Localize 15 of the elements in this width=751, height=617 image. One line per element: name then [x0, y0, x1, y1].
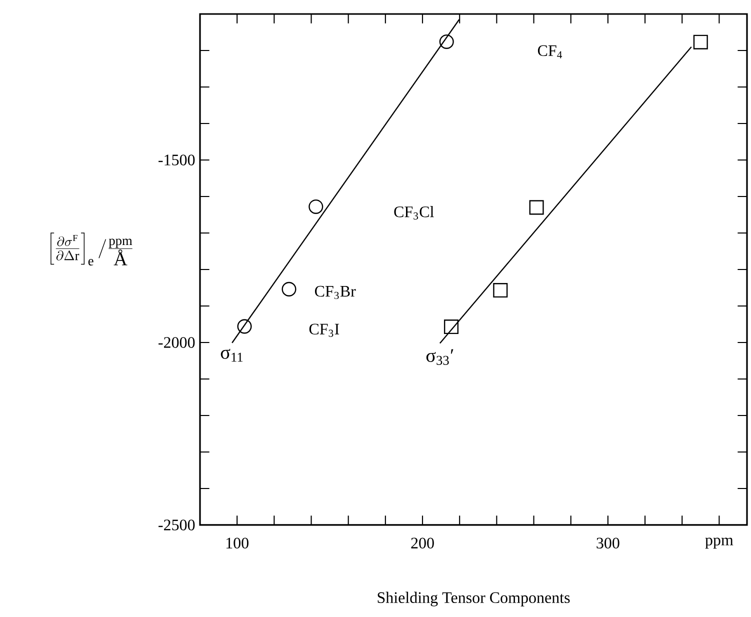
x-tick-label: 300 [596, 538, 620, 548]
y-tick-label: -2500 [158, 520, 195, 530]
y-tick-label: -2000 [158, 337, 195, 348]
x-tick-label: ppm [705, 538, 734, 549]
y-axis-title: $\left[\frac{\partial\sigma^{\mathrm{F}}}{\partial\Delta \mathrm{r}}\right]_{\mathrm{e}}\Big/\frac{\mathrm{ppm}}{\mbox{\AA}}$ [50, 232, 132, 266]
x-tick-label: 100 [226, 538, 248, 548]
annotation: CF$_{3}$Br [314, 286, 356, 300]
x-axis-title: Shielding Tensor Components [378, 592, 570, 606]
annotation: CF$_{4}$ [538, 45, 562, 58]
y-tick-label: -1500 [158, 154, 195, 166]
annotation: CF$_{3}$I [309, 324, 340, 337]
legend-label: σ$_{11}$ [220, 348, 243, 362]
annotation: CF$_{3}$Cl [394, 206, 434, 220]
x-tick-label: 200 [411, 538, 434, 548]
series-label: σ$_{33}$′ [426, 349, 454, 365]
